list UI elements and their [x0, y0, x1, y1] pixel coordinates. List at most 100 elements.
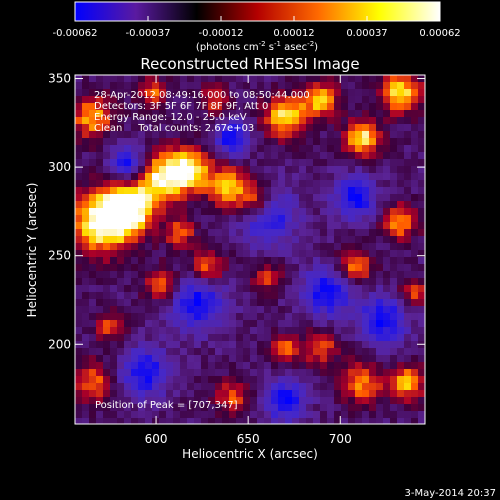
heatmap-pixel — [418, 306, 425, 314]
heatmap-pixel — [166, 250, 174, 258]
heatmap-pixel — [82, 236, 90, 244]
heatmap-pixel — [131, 159, 139, 167]
heatmap-pixel — [334, 159, 342, 167]
heatmap-pixel — [313, 159, 321, 167]
heatmap-pixel — [124, 383, 132, 391]
heatmap-pixel — [369, 75, 377, 83]
heatmap-pixel — [159, 103, 167, 111]
heatmap-pixel — [215, 89, 223, 97]
heatmap-pixel — [194, 145, 202, 153]
heatmap-pixel — [159, 285, 167, 293]
heatmap-pixel — [285, 180, 293, 188]
heatmap-pixel — [306, 243, 314, 251]
heatmap-pixel — [89, 138, 97, 146]
heatmap-pixel — [236, 243, 244, 251]
heatmap-pixel — [243, 96, 251, 104]
heatmap-pixel — [152, 110, 160, 118]
heatmap-pixel — [145, 75, 153, 83]
heatmap-pixel — [257, 75, 265, 83]
heatmap-pixel — [320, 292, 328, 300]
heatmap-pixel — [362, 243, 370, 251]
heatmap-pixel — [390, 299, 398, 307]
heatmap-pixel — [320, 124, 328, 132]
heatmap-pixel — [138, 187, 146, 195]
heatmap-pixel — [145, 131, 153, 139]
heatmap-pixel — [201, 187, 209, 195]
heatmap-pixel — [355, 334, 363, 342]
heatmap-pixel — [96, 138, 104, 146]
heatmap-pixel — [159, 201, 167, 209]
heatmap-pixel — [89, 306, 97, 314]
heatmap-pixel — [404, 201, 412, 209]
heatmap-pixel — [229, 299, 237, 307]
heatmap-pixel — [159, 362, 167, 370]
heatmap-pixel — [334, 404, 342, 412]
heatmap-pixel — [327, 229, 335, 237]
heatmap-pixel — [152, 152, 160, 160]
heatmap-pixel — [194, 271, 202, 279]
heatmap-pixel — [271, 194, 279, 202]
heatmap-pixel — [383, 96, 391, 104]
heatmap-pixel — [418, 285, 425, 293]
heatmap-pixel — [411, 208, 419, 216]
heatmap-pixel — [110, 355, 118, 363]
heatmap-pixel — [369, 131, 377, 139]
heatmap-pixel — [376, 187, 384, 195]
heatmap-pixel — [327, 180, 335, 188]
heatmap-pixel — [82, 194, 90, 202]
heatmap-pixel — [355, 292, 363, 300]
heatmap-pixel — [327, 278, 335, 286]
heatmap-pixel — [285, 145, 293, 153]
heatmap-pixel — [180, 334, 188, 342]
heatmap-pixel — [404, 75, 412, 83]
heatmap-pixel — [299, 383, 307, 391]
heatmap-pixel — [397, 110, 405, 118]
heatmap-pixel — [82, 327, 90, 335]
heatmap-pixel — [187, 299, 195, 307]
heatmap-pixel — [152, 215, 160, 223]
heatmap-pixel — [236, 334, 244, 342]
heatmap-pixel — [145, 418, 153, 424]
heatmap-pixel — [124, 355, 132, 363]
heatmap-pixel — [285, 264, 293, 272]
heatmap-pixel — [138, 215, 146, 223]
heatmap-pixel — [299, 306, 307, 314]
heatmap-pixel — [383, 418, 391, 424]
heatmap-pixel — [96, 229, 104, 237]
colorbar-strip — [74, 1, 441, 22]
heatmap-pixel — [180, 327, 188, 335]
heatmap-pixel — [313, 180, 321, 188]
heatmap-pixel — [327, 131, 335, 139]
heatmap-pixel — [124, 75, 132, 83]
heatmap-pixel — [334, 201, 342, 209]
heatmap-pixel — [180, 411, 188, 419]
heatmap-pixel — [152, 292, 160, 300]
heatmap-pixel — [348, 383, 356, 391]
heatmap-pixel — [334, 229, 342, 237]
heatmap-pixel — [96, 383, 104, 391]
heatmap-pixel — [96, 103, 104, 111]
heatmap-pixel — [138, 75, 146, 83]
heatmap-pixel — [383, 341, 391, 349]
heatmap-pixel — [278, 341, 286, 349]
heatmap-pixel — [250, 285, 258, 293]
heatmap-pixel — [89, 187, 97, 195]
heatmap-pixel — [159, 152, 167, 160]
heatmap-pixel — [82, 390, 90, 398]
heatmap-pixel — [229, 236, 237, 244]
heatmap-pixel — [243, 173, 251, 181]
heatmap-pixel — [82, 208, 90, 216]
heatmap-pixel — [369, 341, 377, 349]
heatmap-pixel — [404, 369, 412, 377]
heatmap-pixel — [103, 166, 111, 174]
heatmap-pixel — [341, 418, 349, 424]
heatmap-pixel — [117, 124, 125, 132]
heatmap-pixel — [390, 82, 398, 90]
heatmap-pixel — [103, 369, 111, 377]
heatmap-pixel — [194, 89, 202, 97]
heatmap-pixel — [418, 166, 425, 174]
heatmap-pixel — [96, 390, 104, 398]
heatmap-pixel — [89, 89, 97, 97]
heatmap-pixel — [131, 299, 139, 307]
heatmap-pixel — [159, 75, 167, 83]
